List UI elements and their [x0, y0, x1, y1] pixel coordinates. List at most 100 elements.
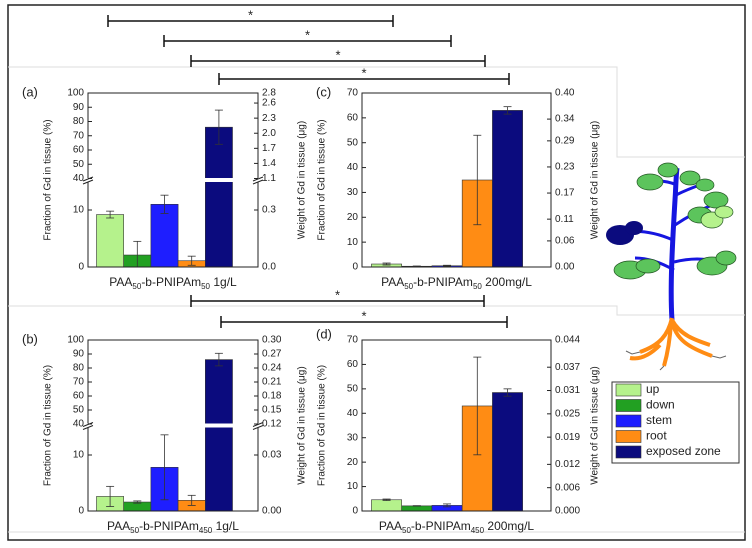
x-axis-title-part: -b-PNIPAm: [413, 275, 473, 289]
x-axis-title-subscript: 50: [404, 282, 413, 291]
y-tick-label: 0: [352, 506, 358, 517]
y2-tick-label: 0.12: [262, 419, 282, 430]
x-axis-title-subscript: 50: [130, 526, 139, 535]
bar: [205, 126, 233, 268]
y-axis-title: Fraction of Gd in tissue (%): [43, 365, 54, 486]
break-gap: [204, 423, 234, 428]
y2-tick-label: 0.044: [555, 335, 580, 346]
y2-tick-label: 0.18: [262, 391, 282, 402]
error-bar: [160, 194, 169, 214]
y2-tick-label: 0.06: [555, 236, 575, 247]
axis-break: [253, 423, 263, 428]
y2-tick-label: 1.7: [262, 143, 276, 154]
y2-tick-label: 0.006: [555, 482, 580, 493]
bar: [492, 110, 523, 268]
legend-swatch: [615, 430, 642, 443]
y-tick-label: 70: [347, 88, 359, 99]
legend-label: up: [646, 382, 660, 396]
x-axis-title: PAA50-b-PNIPAm50 1g/L: [109, 275, 237, 291]
panel-label: (d): [316, 326, 332, 341]
y2-tick-label: 0.11: [555, 214, 574, 225]
error-bar: [133, 500, 142, 504]
bar: [150, 204, 179, 268]
x-axis-title-part: PAA: [109, 275, 132, 289]
y-tick-label: 80: [73, 363, 85, 374]
y2-axis-title: Weight of Gd in tissue (μg): [590, 366, 601, 484]
y2-tick-label: 2.6: [262, 98, 276, 109]
y2-tick-label: 0.40: [555, 88, 575, 99]
y-tick-label: 100: [67, 335, 84, 346]
y-tick-label: 40: [347, 408, 359, 419]
y-tick-label: 40: [73, 173, 85, 184]
legend-label: stem: [646, 413, 672, 427]
bar: [492, 392, 523, 512]
y2-axis-title: Weight of Gd in tissue (μg): [297, 121, 308, 239]
error-bar: [503, 106, 512, 115]
significance-bracket: [190, 55, 486, 67]
x-axis-title-part: 1g/L: [210, 275, 237, 289]
y-tick-label: 50: [73, 405, 85, 416]
plot-frame: [361, 339, 552, 512]
y-tick-label: 70: [73, 377, 85, 388]
y2-tick-label: 1.1: [262, 173, 276, 184]
error-bar: [443, 503, 452, 508]
y-tick-label: 80: [73, 116, 85, 127]
x-axis-title-part: 200mg/L: [482, 275, 532, 289]
error-bar: [473, 134, 482, 226]
y2-tick-label: 1.4: [262, 158, 276, 169]
y2-tick-label: 0.21: [262, 377, 282, 388]
y-tick-label: 20: [347, 457, 359, 468]
y-tick-label: 100: [67, 88, 84, 99]
y2-tick-label: 0.00: [555, 262, 575, 273]
error-bar: [214, 352, 223, 367]
x-axis-title: PAA50-b-PNIPAm450 200mg/L: [379, 519, 535, 535]
panel-label: (a): [22, 84, 38, 99]
break-gap: [204, 178, 234, 182]
y-tick-label: 50: [347, 383, 359, 394]
y2-tick-label: 0.30: [262, 335, 282, 346]
y2-tick-label: 2.3: [262, 113, 276, 124]
x-axis-title: PAA50-b-PNIPAm450 1g/L: [107, 519, 239, 535]
y-tick-label: 60: [347, 112, 359, 123]
x-axis-title-subscript: 50: [402, 526, 411, 535]
y2-tick-label: 0.000: [555, 506, 580, 517]
y2-tick-label: 0.27: [262, 349, 282, 360]
error-bar: [187, 255, 196, 266]
y-tick-label: 50: [347, 137, 359, 148]
y-tick-label: 30: [347, 187, 359, 198]
y2-tick-label: 0.03: [262, 450, 282, 461]
y2-tick-label: 2.0: [262, 128, 276, 139]
y2-axis-title: Weight of Gd in tissue (μg): [297, 366, 308, 484]
x-axis-title-part: 1g/L: [212, 519, 239, 533]
error-bar: [106, 485, 115, 507]
error-bar: [187, 494, 196, 506]
y-axis-title: Fraction of Gd in tissue (%): [317, 119, 328, 240]
y2-tick-label: 0.3: [262, 205, 276, 216]
x-axis-title: PAA50-b-PNIPAm50 200mg/L: [381, 275, 532, 291]
legend-swatch: [615, 414, 642, 428]
y-tick-label: 50: [73, 159, 85, 170]
axis-break: [83, 423, 93, 428]
legend-swatch: [615, 383, 642, 397]
error-bar: [382, 498, 391, 501]
axis-break: [253, 178, 263, 182]
y2-tick-label: 0.17: [555, 188, 575, 199]
x-axis-title-part: -b-PNIPAm: [141, 275, 201, 289]
y2-tick-label: 0.012: [555, 459, 580, 470]
y-tick-label: 10: [347, 481, 359, 492]
y2-axis-title: Weight of Gd in tissue (μg): [590, 121, 601, 239]
y2-tick-label: 0.025: [555, 408, 580, 419]
y2-tick-label: 0.031: [555, 385, 580, 396]
y-tick-label: 40: [347, 162, 359, 173]
error-bar: [382, 262, 391, 266]
y-tick-label: 0: [78, 262, 84, 273]
x-axis-title-part: -b-PNIPAm: [139, 519, 199, 533]
legend-label: root: [646, 429, 667, 443]
y2-tick-label: 2.8: [262, 88, 276, 99]
y2-tick-label: 0.037: [555, 362, 580, 373]
plant: [606, 162, 737, 371]
x-axis-title-subscript: 50: [132, 282, 141, 291]
y2-tick-label: 0.019: [555, 432, 580, 443]
y2-tick-label: 0.15: [262, 405, 282, 416]
